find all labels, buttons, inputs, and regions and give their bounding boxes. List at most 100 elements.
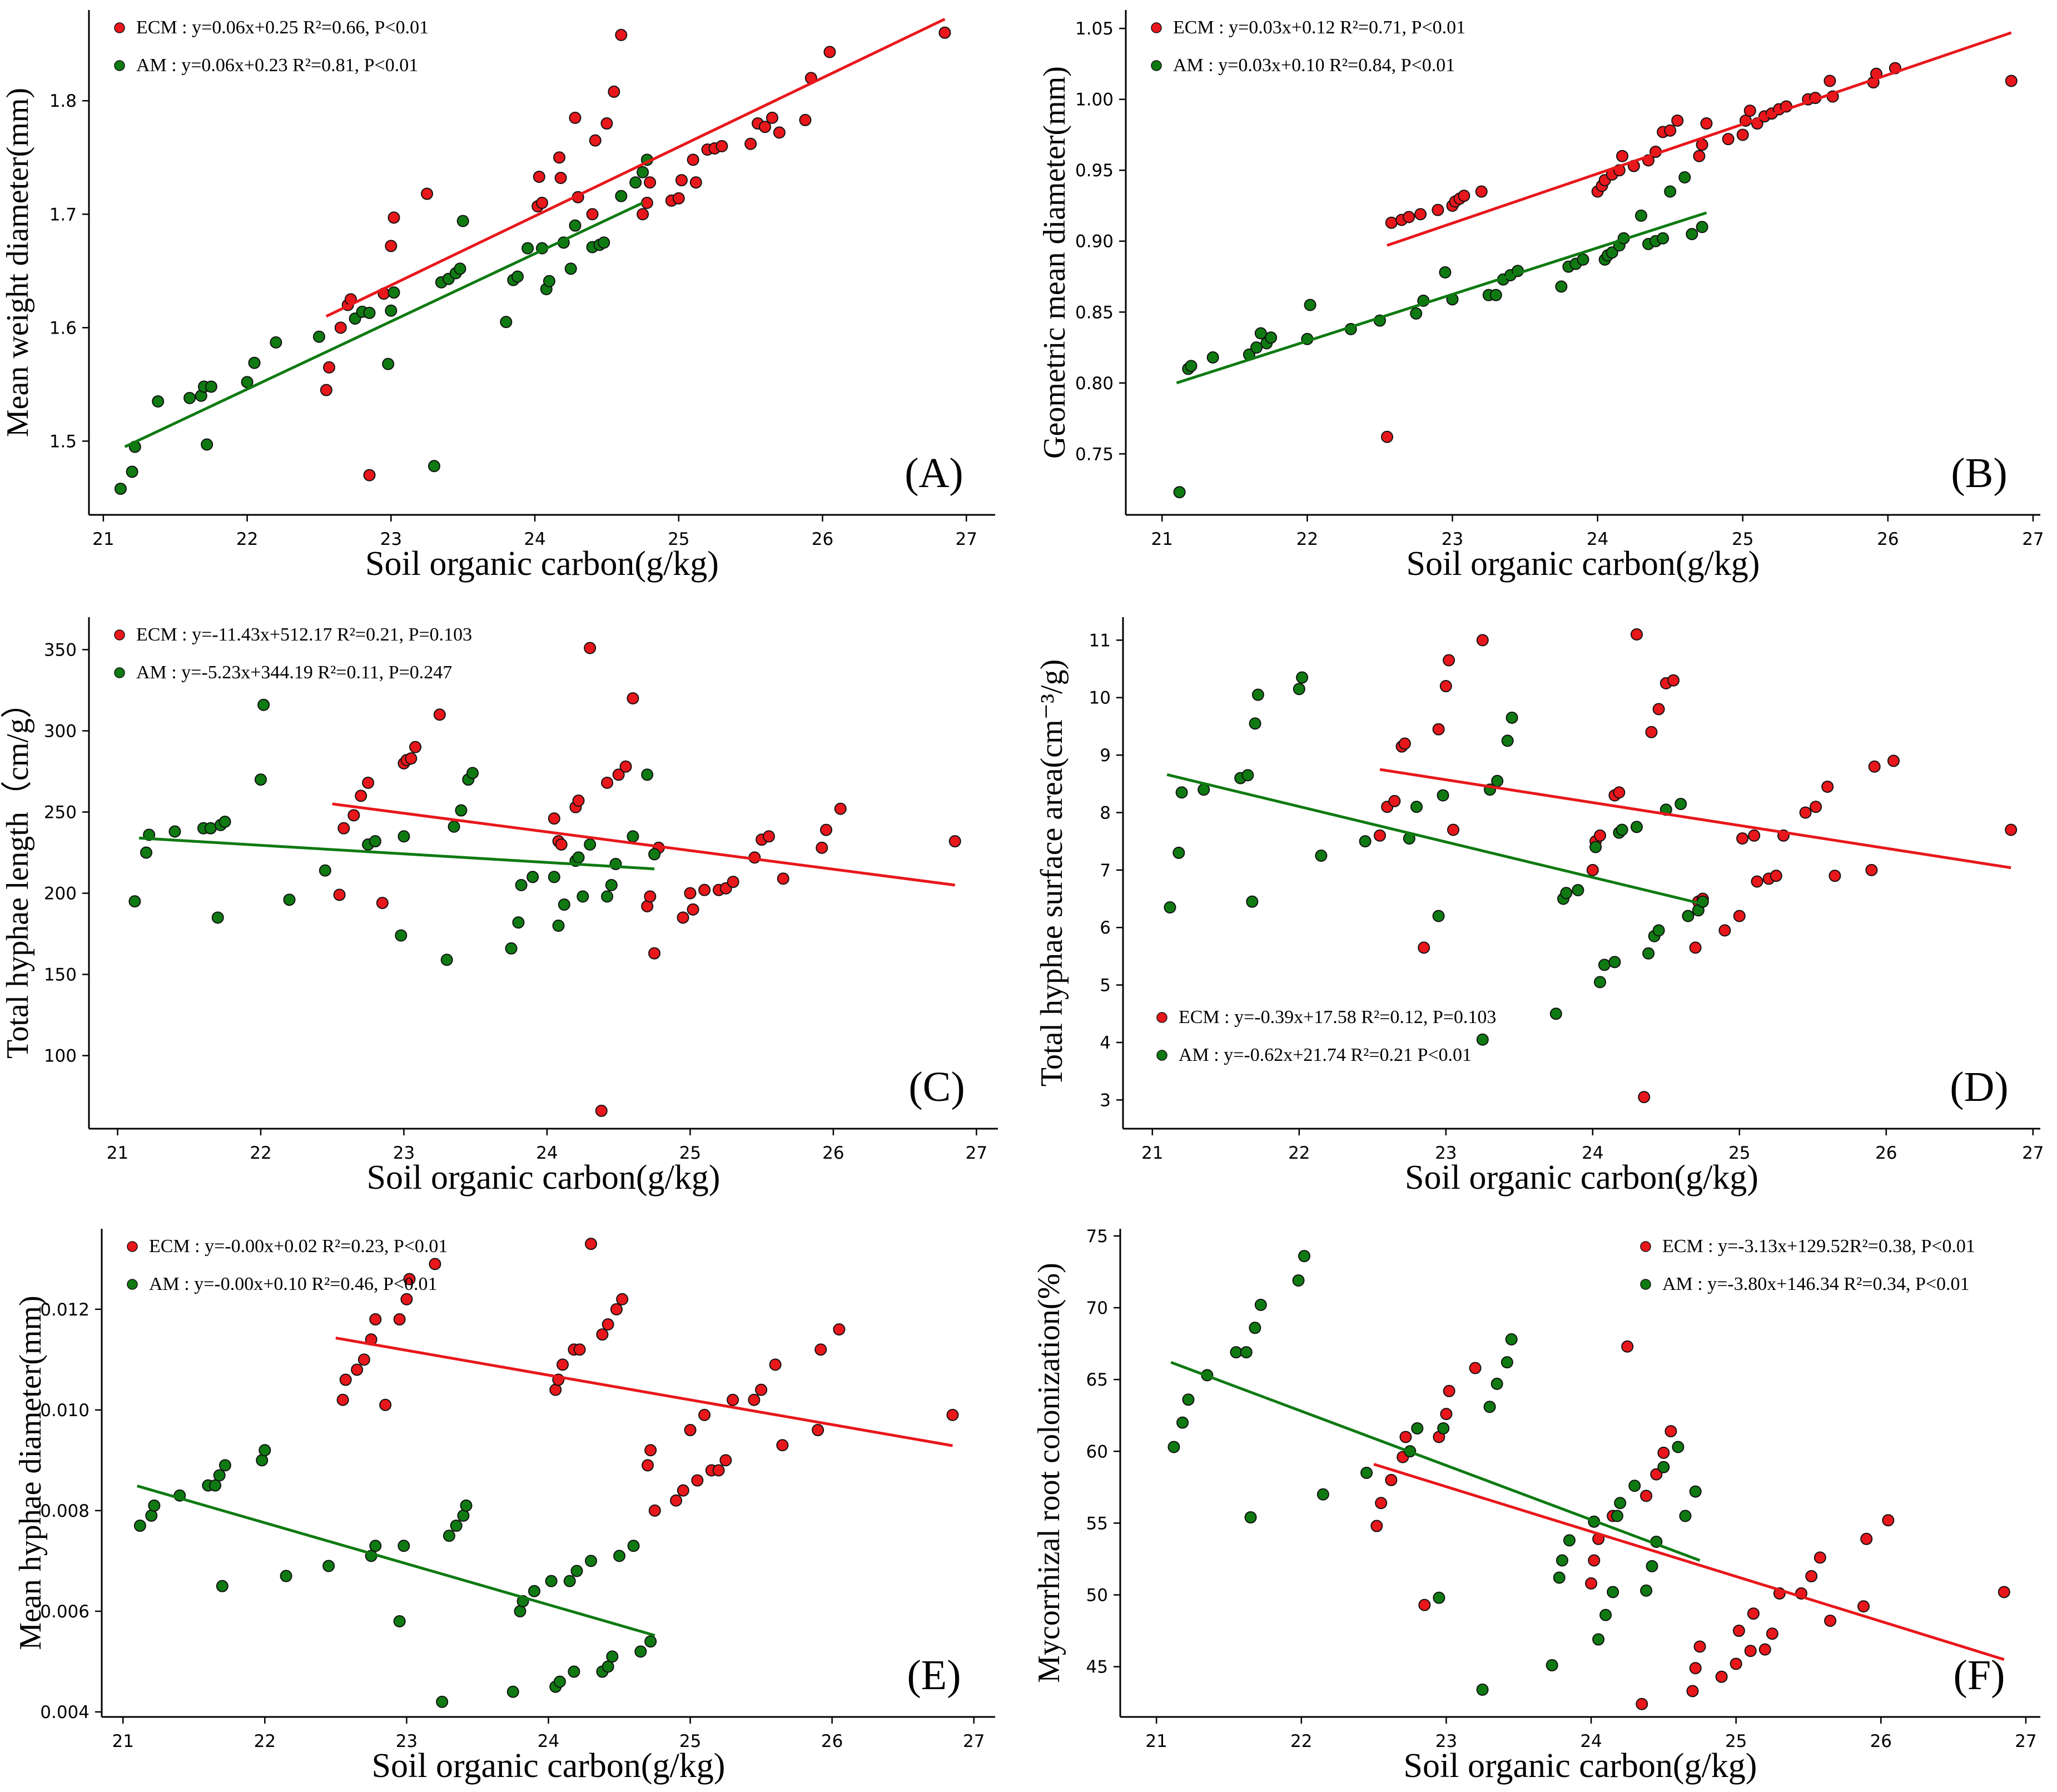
am-point [1244, 1511, 1257, 1524]
y-tick-label: 200 [44, 884, 77, 904]
ecm-point [320, 384, 332, 396]
am-point [1631, 821, 1643, 833]
ecm-legend-label: ECM : y=0.06x+0.25 R²=0.66, P<0.01 [136, 17, 429, 38]
am-point [1679, 1510, 1692, 1522]
am-point [506, 1685, 519, 1698]
am-point [1611, 1510, 1623, 1522]
am-point [369, 835, 381, 848]
am-fit-line [137, 1485, 655, 1637]
ecm-point [548, 812, 560, 825]
am-point [521, 242, 534, 255]
am-point [140, 846, 152, 859]
am-point [1490, 1377, 1503, 1390]
ecm-fit-line [1387, 31, 2012, 247]
y-tick-label: 3 [1100, 1090, 1111, 1110]
am-point [213, 1469, 226, 1482]
am-point [280, 1570, 292, 1582]
am-point [183, 391, 196, 404]
am-point [1432, 910, 1445, 922]
am-point [1682, 910, 1695, 922]
am-point [457, 1509, 470, 1522]
ecm-point [1693, 1640, 1706, 1653]
am-point [395, 929, 408, 942]
ecm-point [1671, 114, 1684, 127]
ecm-point [816, 841, 828, 854]
ecm-point [595, 1104, 608, 1117]
y-tick-label: 1.00 [1075, 90, 1114, 110]
am-point [568, 1665, 580, 1678]
ecm-point [536, 196, 548, 209]
am-point [1652, 924, 1665, 937]
ecm-point [355, 790, 367, 802]
am-legend-marker [1151, 60, 1162, 71]
am-point [393, 1615, 406, 1628]
x-tick-label: 26 [1877, 529, 1899, 549]
am-point [1230, 1346, 1243, 1359]
am-point [1206, 351, 1219, 364]
am-point [1594, 976, 1606, 989]
ecm-point [648, 947, 661, 960]
ecm-point [323, 361, 336, 374]
am-point [209, 1479, 222, 1492]
x-tick-label: 23 [380, 529, 402, 549]
am-legend-label: AM : y=-3.80x+146.34 R²=0.34, P<0.01 [1662, 1274, 1970, 1294]
am-point [1563, 1534, 1576, 1547]
x-tick-label: 24 [536, 1143, 558, 1163]
ecm-point [585, 1238, 598, 1250]
ecm-point [1638, 1091, 1651, 1104]
ecm-point [698, 883, 711, 896]
ecm-point [1414, 208, 1427, 221]
ecm-point [409, 741, 422, 753]
y-tick-label: 250 [44, 802, 77, 822]
ecm-point [385, 240, 398, 252]
ecm-point [1743, 105, 1756, 117]
am-point [1598, 959, 1611, 971]
am-point [216, 1580, 228, 1592]
ecm-point [1693, 150, 1706, 162]
am-point [1182, 1393, 1195, 1406]
am-legend-marker [114, 60, 125, 71]
ecm-point [1476, 634, 1489, 647]
y-tick-label: 0.90 [1075, 232, 1114, 252]
ecm-point [748, 1393, 761, 1406]
ecm-point [1636, 1697, 1648, 1710]
am-point [605, 878, 618, 891]
ecm-point [755, 1383, 768, 1396]
am-point [1172, 846, 1185, 859]
am-point [1672, 1441, 1685, 1453]
ecm-point [1865, 863, 1878, 876]
am-point [1549, 1007, 1562, 1020]
ecm-point [1657, 1446, 1670, 1459]
x-tick-label: 22 [1296, 529, 1318, 549]
x-tick-label: 23 [396, 1731, 418, 1751]
ecm-point [337, 822, 350, 835]
ecm-point [1732, 1625, 1745, 1637]
ecm-point [379, 1398, 392, 1411]
am-point [382, 358, 395, 370]
am-point [448, 820, 460, 833]
am-point [204, 822, 217, 835]
am-point [1251, 688, 1264, 701]
ecm-point [727, 1393, 739, 1406]
am-point [283, 893, 296, 906]
am-point [456, 215, 469, 227]
ecm-point [393, 1313, 406, 1326]
am-point [637, 166, 649, 178]
ecm-point [405, 752, 418, 765]
ecm-point [1370, 1520, 1383, 1532]
am-point [440, 954, 453, 966]
am-point [606, 1650, 619, 1663]
am-point [1437, 1422, 1450, 1434]
am-point [319, 864, 331, 877]
ecm-point [1733, 910, 1746, 922]
y-tick-label: 0.012 [40, 1300, 90, 1320]
ecm-point [601, 776, 614, 789]
am-point [1678, 171, 1691, 183]
y-axis-title: Total hyphae surface area(cm⁻³/g) [1035, 659, 1069, 1086]
ecm-point [1667, 674, 1680, 687]
am-point [1433, 1591, 1445, 1604]
ecm-point [1766, 1627, 1778, 1640]
am-point [1577, 253, 1589, 266]
x-axis-title: Soil organic carbon(g/kg) [365, 545, 719, 583]
am-point [648, 848, 661, 861]
